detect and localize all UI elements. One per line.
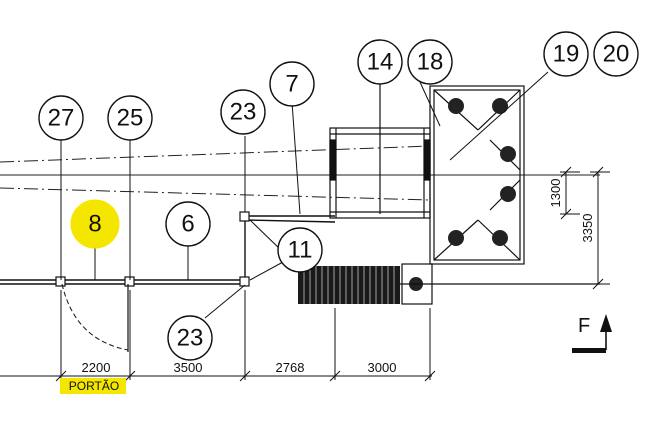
callout-19: 19 bbox=[553, 41, 580, 68]
dim-3000: 3000 bbox=[368, 360, 397, 375]
highlight-circle-8 bbox=[70, 199, 120, 249]
dim-3350: 3350 bbox=[580, 214, 595, 243]
callout-14: 14 bbox=[367, 49, 394, 76]
post-23-low bbox=[239, 276, 250, 287]
leader-lines bbox=[60, 71, 549, 319]
dimension-line-horizontal bbox=[0, 290, 436, 382]
north-arrow-icon: F bbox=[572, 314, 612, 353]
dim-1300: 1300 bbox=[548, 179, 563, 208]
callout-23-bottom: 23 bbox=[177, 325, 204, 352]
post-23-high bbox=[239, 211, 250, 222]
gate-swing-arc bbox=[61, 283, 129, 351]
callout-27: 27 bbox=[48, 105, 75, 132]
stair-block bbox=[298, 266, 400, 304]
dim-2768: 2768 bbox=[276, 360, 305, 375]
callout-20: 20 bbox=[603, 41, 630, 68]
north-label: F bbox=[578, 315, 590, 337]
fence-line bbox=[0, 215, 336, 285]
callout-11: 11 bbox=[288, 237, 313, 264]
gate-label: PORTÃO bbox=[69, 379, 119, 393]
callout-6: 6 bbox=[181, 211, 194, 238]
callout-18: 18 bbox=[417, 49, 444, 76]
dim-3500: 3500 bbox=[174, 360, 203, 375]
callout-23-top: 23 bbox=[230, 99, 257, 126]
dimension-line-vertical bbox=[560, 166, 610, 290]
callout-25: 25 bbox=[117, 105, 144, 132]
dim-2200: 2200 bbox=[82, 360, 111, 375]
callout-7: 7 bbox=[285, 71, 298, 98]
gate-label-highlight bbox=[60, 378, 126, 394]
callout-8: 8 bbox=[88, 211, 101, 238]
